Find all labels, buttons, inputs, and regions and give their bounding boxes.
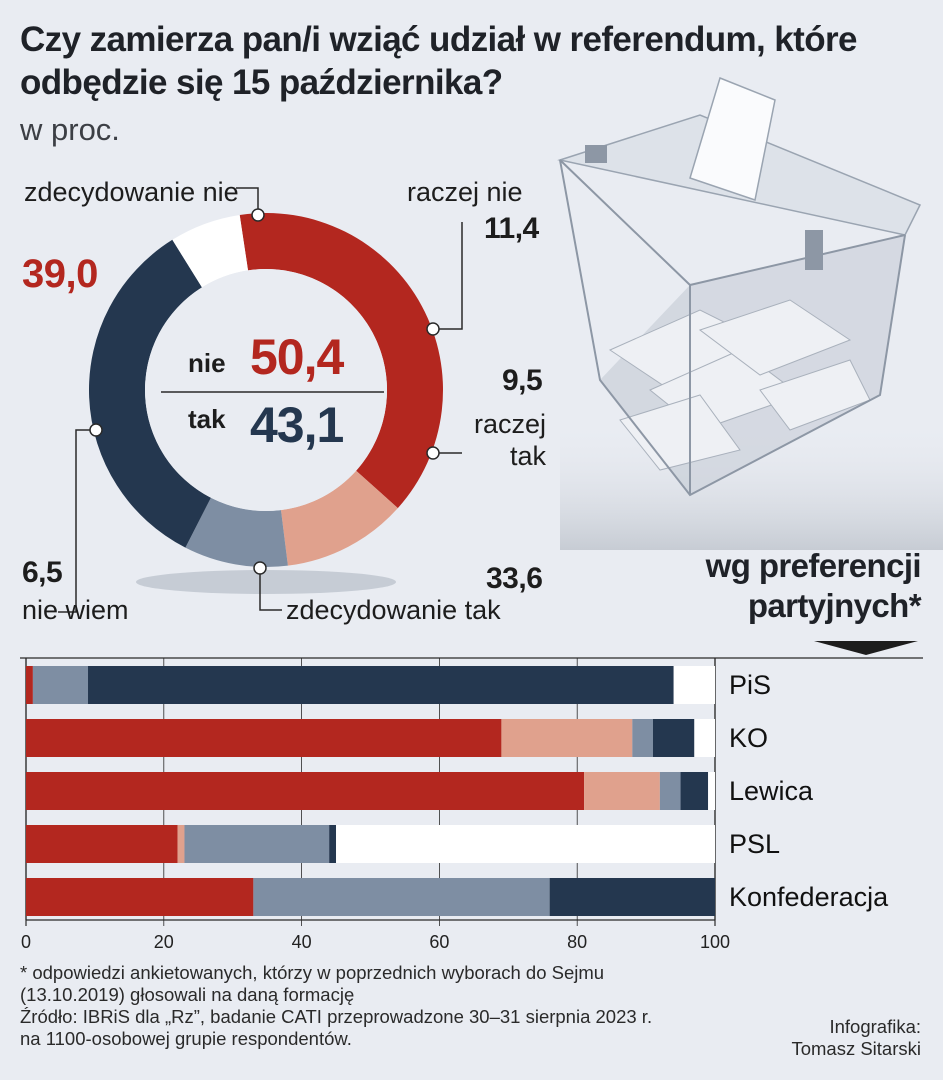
center-nie-value: 50,4 xyxy=(250,329,344,385)
bar-segment-konfederacja-raczej-tak xyxy=(253,878,550,916)
x-tick-60: 60 xyxy=(429,932,450,952)
donut-slice-zdecydowanie-nie xyxy=(239,213,444,509)
bar-segment-ko-zdecydowanie-tak xyxy=(652,719,695,757)
donut-slice-raczej-nie xyxy=(280,470,398,566)
credit: Infografika: Tomasz Sitarski xyxy=(791,1016,921,1060)
bar-segment-psl-nie-wiem xyxy=(336,825,715,863)
label-nie-wiem: nie wiem xyxy=(22,595,129,625)
party-section-heading: wg preferencji partyjnych* xyxy=(705,547,922,624)
leader-dot-zdecydowanie-nie xyxy=(251,208,265,222)
donut-slice-raczej-tak xyxy=(185,497,288,567)
label-zdecydowanie-tak: zdecydowanie tak xyxy=(286,595,501,625)
donut-slice-nie-wiem xyxy=(172,214,249,288)
x-tick-20: 20 xyxy=(153,932,174,952)
center-nie-label: nie xyxy=(188,348,226,378)
bar-segment-lewica-nie-wiem xyxy=(708,772,715,810)
bar-segment-psl-raczej-nie xyxy=(177,825,185,863)
leader-dot-zdecydowanie-tak xyxy=(253,561,267,575)
value-raczej-nie: 11,4 xyxy=(484,212,539,245)
unit-label: w proc. xyxy=(20,112,120,147)
bar-segment-pis-raczej-tak xyxy=(32,666,89,704)
donut-slice-zdecydowanie-tak xyxy=(89,239,211,548)
bar-segment-pis-zdecydowanie-nie xyxy=(26,666,33,704)
party-stacked-bar-chart xyxy=(20,657,923,926)
label-raczej-nie: raczej nie xyxy=(407,177,523,207)
center-tak-label: tak xyxy=(188,404,226,434)
leader-dot-nie-wiem xyxy=(89,423,103,437)
center-tak-value: 43,1 xyxy=(250,397,344,453)
value-nie-wiem: 6,5 xyxy=(22,556,63,589)
x-tick-0: 0 xyxy=(20,932,32,952)
chart-title: Czy zamierza pan/i wziąć udział w refere… xyxy=(20,20,857,102)
leader-line-nie-wiem xyxy=(58,429,96,613)
party-label-pis: PiS xyxy=(729,670,772,700)
bar-segment-konfederacja-zdecydowanie-tak xyxy=(549,878,715,916)
referendum-donut-chart xyxy=(58,187,918,655)
party-label-ko: KO xyxy=(729,723,769,753)
bar-segment-psl-zdecydowanie-tak xyxy=(329,825,337,863)
bar-segment-ko-raczej-tak xyxy=(632,719,653,757)
bar-segment-ko-nie-wiem xyxy=(694,719,715,757)
x-tick-100: 100 xyxy=(699,932,731,952)
bar-segment-psl-zdecydowanie-nie xyxy=(26,825,178,863)
leader-dot-raczej-tak xyxy=(426,446,440,460)
donut-shadow xyxy=(136,570,396,594)
bar-segment-pis-zdecydowanie-tak xyxy=(88,666,674,704)
source-text: Źródło: IBRiS dla „Rz”, badanie CATI prz… xyxy=(20,1006,653,1049)
label-raczej-tak: raczej tak xyxy=(473,409,546,471)
bar-segment-psl-raczej-tak xyxy=(184,825,330,863)
value-zdecydowanie-nie: 39,0 xyxy=(22,252,98,296)
credit-line-1: Infografika: xyxy=(829,1016,921,1037)
footnote: * odpowiedzi ankietowanych, którzy w pop… xyxy=(20,962,660,1050)
leader-line-zdecydowanie-nie xyxy=(236,187,259,215)
party-label-lewica: Lewica xyxy=(729,776,814,806)
credit-line-2: Tomasz Sitarski xyxy=(791,1038,921,1059)
party-label-psl: PSL xyxy=(729,829,781,859)
leader-line-zdecydowanie-tak xyxy=(259,568,282,611)
bar-segment-lewica-raczej-tak xyxy=(659,772,681,810)
footnote-text: * odpowiedzi ankietowanych, którzy w pop… xyxy=(20,962,605,1005)
label-zdecydowanie-nie: zdecydowanie nie xyxy=(24,177,239,207)
value-raczej-tak: 9,5 xyxy=(502,364,543,397)
bar-segment-lewica-raczej-nie xyxy=(584,772,660,810)
leader-dot-raczej-nie xyxy=(426,322,440,336)
bar-segment-lewica-zdecydowanie-nie xyxy=(26,772,585,810)
party-label-konfederacja: Konfederacja xyxy=(729,882,889,912)
x-tick-40: 40 xyxy=(291,932,312,952)
x-tick-80: 80 xyxy=(567,932,588,952)
bar-segment-lewica-zdecydowanie-tak xyxy=(680,772,709,810)
value-zdecydowanie-tak: 33,6 xyxy=(486,562,543,595)
donut-hole xyxy=(145,269,387,511)
leader-line-raczej-nie xyxy=(433,222,463,330)
down-arrow-icon xyxy=(814,641,918,655)
bar-segment-ko-zdecydowanie-nie xyxy=(26,719,502,757)
bar-segment-ko-raczej-nie xyxy=(501,719,633,757)
bar-segment-konfederacja-zdecydowanie-nie xyxy=(26,878,254,916)
bar-segment-pis-nie-wiem xyxy=(673,666,715,704)
